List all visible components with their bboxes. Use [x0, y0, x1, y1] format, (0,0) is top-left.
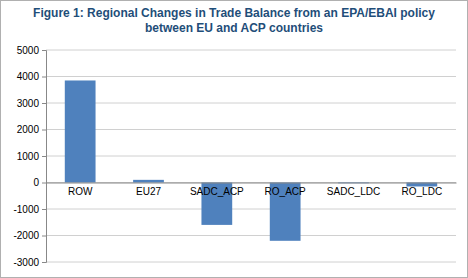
bar — [133, 180, 164, 183]
y-tick-mark — [42, 183, 46, 184]
y-tick-label: 5000 — [17, 45, 40, 56]
y-tick: 1000 — [17, 151, 46, 162]
y-tick-label: 0 — [33, 177, 39, 188]
y-tick-mark — [42, 103, 46, 104]
x-tick-label: ROW — [68, 186, 93, 197]
y-tick-mark — [42, 50, 46, 51]
y-tick-mark — [42, 262, 46, 263]
y-tick-mark — [42, 77, 46, 78]
chart-title: Figure 1: Regional Changes in Trade Bala… — [33, 6, 435, 35]
x-tick: EU27 — [136, 183, 161, 197]
plot-area: -3000 -2000 -1000 0 1000 2000 3000 4000 5000 ROW E… — [13, 45, 456, 268]
y-tick: 3000 — [17, 98, 46, 109]
x-tick: RO_ACP — [265, 183, 306, 197]
x-tick: ROW — [68, 183, 93, 197]
x-tick-label: SADC_ACP — [190, 186, 244, 197]
x-tick-label: RO_LDC — [402, 186, 443, 197]
y-tick: 5000 — [17, 45, 46, 56]
x-tick: SADC_ACP — [190, 183, 244, 197]
grid-line — [46, 50, 456, 51]
grid-line — [46, 235, 456, 236]
chart-title-line: between EU and ACP countries — [145, 21, 323, 35]
grid — [46, 50, 456, 262]
y-tick-label: -2000 — [13, 230, 39, 241]
y-tick: -1000 — [13, 204, 46, 215]
chart-title-line: Figure 1: Regional Changes in Trade Bala… — [33, 6, 435, 20]
chart-container: Figure 1: Regional Changes in Trade Bala… — [0, 0, 468, 278]
bar — [65, 80, 96, 182]
x-tick-label: SADC_LDC — [327, 186, 380, 197]
grid-line — [46, 182, 456, 183]
x-tick-label: RO_ACP — [265, 186, 306, 197]
y-tick-label: -1000 — [13, 204, 39, 215]
grid-line — [46, 262, 456, 263]
y-tick-label: -3000 — [13, 257, 39, 268]
y-tick: -2000 — [13, 230, 46, 241]
y-tick: -3000 — [13, 257, 46, 268]
grid-line — [46, 76, 456, 77]
x-tick-label: EU27 — [136, 186, 161, 197]
chart-frame — [1, 1, 468, 278]
y-tick: 2000 — [17, 124, 46, 135]
grid-line — [46, 103, 456, 104]
x-axis-line — [47, 183, 457, 184]
grid-line — [46, 209, 456, 210]
grid-line — [46, 156, 456, 157]
y-tick-mark — [42, 209, 46, 210]
y-tick-mark — [42, 156, 46, 157]
x-axis: ROW EU27 SADC_ACP RO_ACP SADC_LDC RO_LDC — [47, 183, 457, 197]
y-tick-label: 3000 — [17, 98, 40, 109]
x-tick: RO_LDC — [402, 183, 443, 197]
y-tick: 0 — [33, 177, 46, 188]
chart-svg: Figure 1: Regional Changes in Trade Bala… — [0, 0, 468, 278]
y-tick-mark — [42, 236, 46, 237]
y-tick-label: 2000 — [17, 124, 40, 135]
bars — [65, 80, 437, 240]
y-tick-label: 4000 — [17, 71, 40, 82]
y-tick: 4000 — [17, 71, 46, 82]
y-axis: -3000 -2000 -1000 0 1000 2000 3000 4000 5000 — [13, 45, 46, 268]
x-tick: SADC_LDC — [327, 183, 380, 197]
y-tick-label: 1000 — [17, 151, 40, 162]
grid-line — [46, 129, 456, 130]
y-tick-mark — [42, 130, 46, 131]
y-axis-line — [42, 51, 47, 263]
